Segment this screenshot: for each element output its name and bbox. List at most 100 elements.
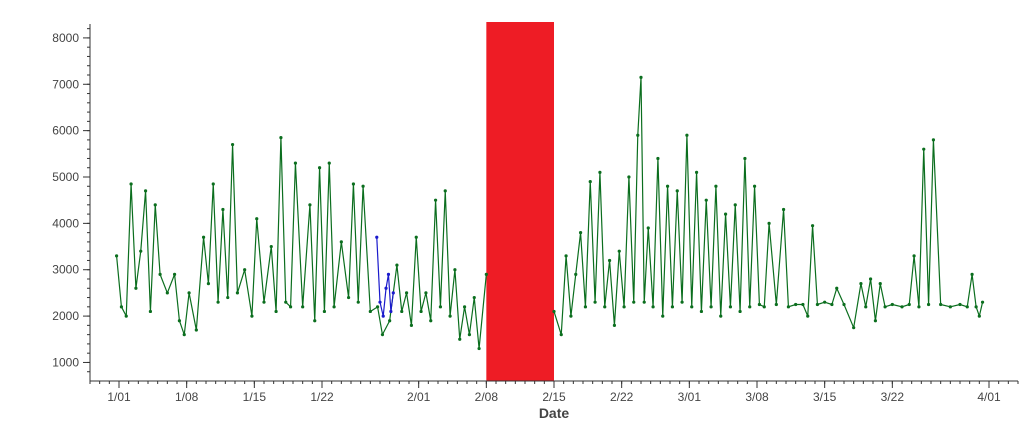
x-tick-label: 3/15 [813, 390, 837, 404]
data-point [361, 184, 365, 188]
data-point [588, 180, 592, 184]
data-point [221, 207, 225, 212]
data-point [301, 305, 305, 309]
data-point [974, 305, 978, 309]
x-tick-label: 3/01 [678, 390, 702, 404]
data-point [395, 263, 399, 267]
highlight-band [486, 22, 554, 381]
data-point [462, 305, 467, 309]
data-point [852, 326, 856, 330]
data-point [738, 309, 742, 314]
data-point [269, 244, 273, 249]
data-point [733, 203, 737, 207]
data-point [262, 300, 266, 304]
data-point [823, 300, 827, 304]
data-point [970, 272, 974, 276]
x-tick-label: 1/22 [310, 390, 334, 404]
x-tick-label: 2/15 [542, 390, 566, 404]
data-point [484, 272, 488, 276]
data-point [274, 309, 278, 314]
data-point [569, 314, 573, 318]
data-point [598, 170, 602, 174]
data-point [977, 314, 981, 318]
data-point [472, 295, 476, 300]
x-tick-label: 4/01 [977, 390, 1001, 404]
data-point [322, 309, 327, 314]
y-tick-label: 1000 [52, 355, 79, 369]
data-point [206, 282, 211, 286]
x-tick-label: 1/01 [107, 390, 131, 404]
data-point [564, 254, 568, 258]
data-point [351, 182, 356, 186]
data-point [948, 305, 952, 309]
data-point [815, 302, 820, 307]
data-point [230, 142, 235, 147]
data-point [835, 286, 839, 290]
data-point [704, 198, 708, 202]
data-point [375, 305, 380, 309]
data-point [368, 309, 372, 314]
x-tick-label: 2/08 [475, 390, 499, 404]
x-tick-label: 3/08 [745, 390, 769, 404]
data-point [665, 184, 670, 188]
data-point [743, 156, 747, 161]
data-point [172, 272, 177, 276]
data-point [293, 161, 298, 165]
data-point [255, 217, 259, 221]
data-point [313, 319, 317, 323]
data-point [714, 184, 718, 188]
data-point [381, 314, 385, 318]
data-point [235, 291, 240, 295]
data-point [762, 305, 766, 309]
y-tick-label: 4000 [52, 216, 79, 230]
data-point [728, 305, 733, 309]
data-point [922, 147, 926, 151]
data-point [400, 309, 404, 314]
data-point [391, 291, 395, 295]
data-point [119, 305, 124, 309]
data-point [917, 305, 921, 309]
series-1 [114, 75, 985, 351]
x-tick-label: 3/22 [881, 390, 905, 404]
data-point [250, 314, 254, 318]
data-point [806, 314, 810, 318]
data-point [842, 302, 846, 307]
data-point [458, 337, 462, 341]
data-point [642, 300, 646, 304]
data-point [375, 235, 379, 239]
data-point [757, 302, 762, 307]
data-point [327, 161, 331, 165]
data-point [607, 258, 612, 263]
x-tick-label: 1/15 [243, 390, 267, 404]
data-point [143, 189, 148, 193]
data-point [134, 286, 138, 290]
data-point [279, 135, 283, 140]
data-point [433, 198, 438, 202]
data-point [404, 291, 409, 295]
x-axis-title: Date [539, 405, 570, 421]
data-point [670, 305, 675, 309]
data-point [389, 309, 393, 314]
data-point [226, 295, 230, 300]
data-point [864, 305, 868, 309]
data-point [429, 319, 433, 323]
data-point [931, 138, 936, 142]
data-point [578, 231, 583, 235]
data-point [443, 189, 447, 193]
data-point [187, 291, 191, 295]
data-point [332, 305, 336, 309]
data-point [719, 314, 723, 318]
data-point [830, 302, 834, 307]
data-point [636, 133, 640, 137]
data-point [308, 203, 312, 207]
data-point [794, 302, 798, 307]
data-point [890, 302, 894, 307]
data-point [148, 309, 153, 314]
data-point [124, 314, 128, 318]
data-point [907, 302, 911, 307]
data-point [380, 333, 385, 337]
series-2 [375, 235, 395, 318]
data-point [694, 170, 699, 174]
data-point [752, 184, 757, 188]
